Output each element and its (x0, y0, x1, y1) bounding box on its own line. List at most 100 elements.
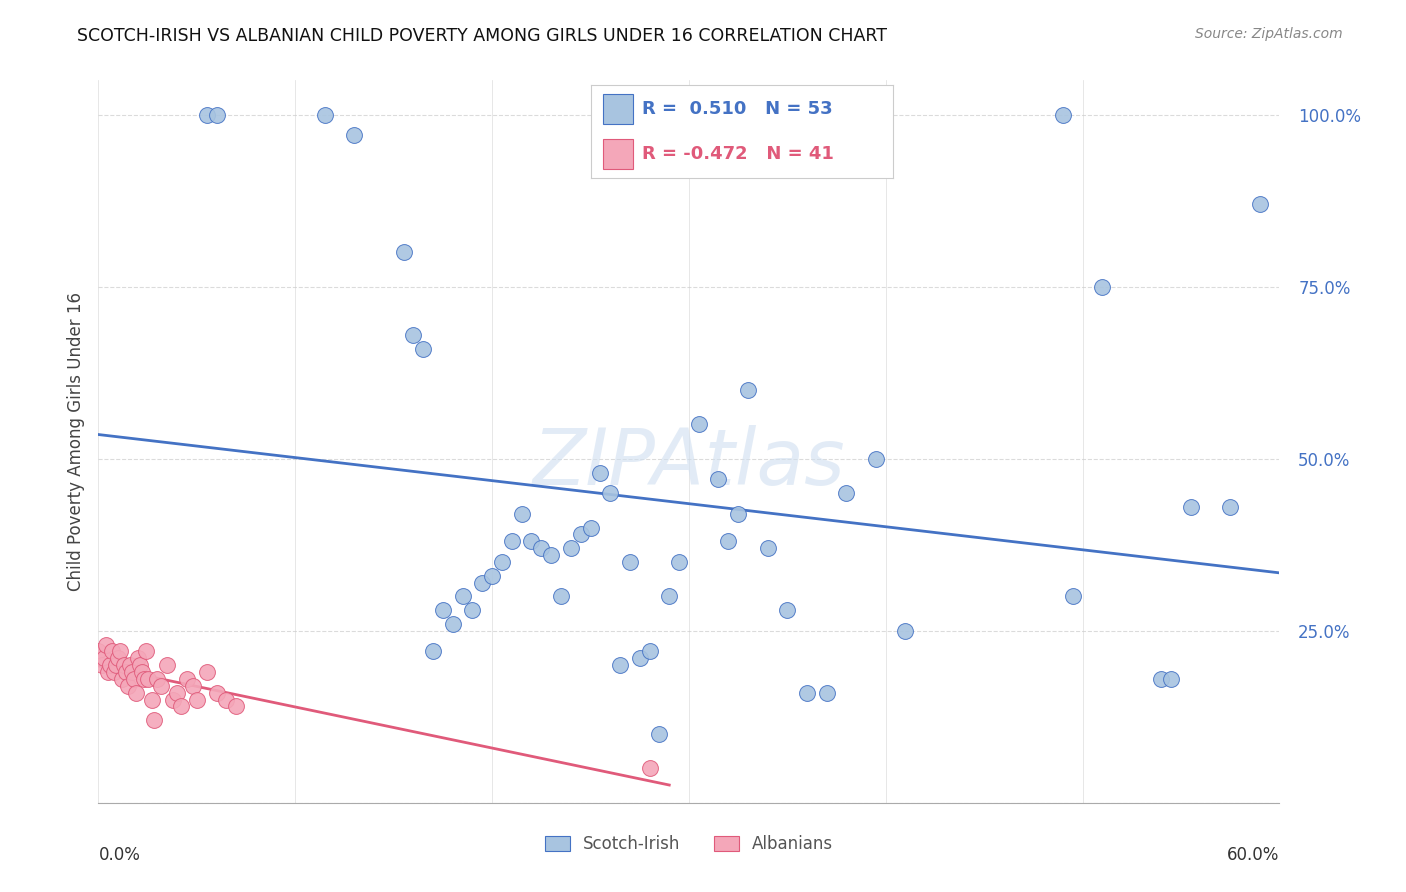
Point (150, 679, 173, 693)
Point (432, 603, 454, 617)
Point (195, 108, 218, 122)
Point (865, 451, 887, 466)
Point (98, 658, 121, 673)
Point (422, 644, 444, 658)
Point (501, 534, 523, 549)
Point (638, 644, 661, 658)
Point (112, 658, 135, 673)
Point (1150, 672, 1173, 686)
Point (392, 245, 415, 260)
Legend: Scotch-Irish, Albanians: Scotch-Irish, Albanians (538, 828, 839, 860)
Point (628, 651, 651, 665)
Point (97, 665, 120, 679)
Point (135, 644, 157, 658)
Point (93, 651, 115, 665)
Point (91, 658, 114, 673)
Point (530, 541, 553, 556)
Point (815, 686, 838, 700)
Text: 0.0%: 0.0% (98, 847, 141, 864)
Point (461, 603, 484, 617)
Bar (603, 139, 633, 169)
Point (215, 692, 238, 706)
Point (136, 672, 159, 686)
Point (589, 466, 612, 480)
Text: 60.0%: 60.0% (1227, 847, 1279, 864)
Point (1091, 279, 1114, 293)
Text: SCOTCH-IRISH VS ALBANIAN CHILD POVERTY AMONG GIRLS UNDER 16 CORRELATION CHART: SCOTCH-IRISH VS ALBANIAN CHILD POVERTY A… (77, 27, 887, 45)
Point (412, 342, 434, 356)
Point (520, 534, 543, 549)
Point (609, 658, 631, 673)
Point (181, 679, 204, 693)
Text: ZIPAtlas: ZIPAtlas (533, 425, 845, 501)
Y-axis label: Child Poverty Among Girls Under 16: Child Poverty Among Girls Under 16 (66, 292, 84, 591)
Point (619, 555, 641, 569)
Point (1160, 672, 1182, 686)
Point (451, 590, 474, 604)
Point (122, 672, 145, 686)
Point (186, 692, 208, 706)
Point (103, 665, 125, 679)
Point (638, 761, 661, 775)
Point (115, 665, 138, 679)
Point (1219, 500, 1241, 514)
Point (87, 644, 110, 658)
Point (894, 624, 917, 638)
Point (131, 665, 153, 679)
Point (756, 541, 779, 556)
Point (1062, 590, 1084, 604)
Point (402, 327, 425, 342)
Point (569, 527, 592, 541)
Point (717, 534, 740, 549)
Point (118, 658, 141, 673)
Point (205, 686, 228, 700)
Point (111, 672, 134, 686)
Point (146, 672, 169, 686)
Point (105, 658, 128, 673)
Point (107, 651, 129, 665)
Point (127, 651, 149, 665)
Point (142, 713, 165, 727)
Point (510, 507, 533, 521)
Point (343, 128, 366, 143)
Point (176, 672, 198, 686)
Point (668, 555, 690, 569)
Point (225, 699, 247, 714)
Point (141, 692, 163, 706)
Point (599, 486, 621, 500)
Point (1052, 108, 1074, 122)
Point (101, 644, 124, 658)
Point (166, 686, 188, 700)
Point (776, 603, 799, 617)
Point (579, 520, 602, 534)
Point (156, 658, 179, 673)
Point (648, 727, 671, 741)
Point (540, 548, 562, 562)
Point (314, 108, 336, 122)
Point (1180, 500, 1202, 514)
Point (560, 541, 582, 556)
Point (658, 590, 681, 604)
Point (688, 417, 710, 432)
Point (205, 108, 228, 122)
Point (441, 616, 464, 631)
Point (835, 486, 858, 500)
Point (132, 672, 155, 686)
Text: R = -0.472   N = 41: R = -0.472 N = 41 (643, 145, 834, 163)
Point (162, 692, 184, 706)
Point (121, 665, 143, 679)
Point (737, 383, 759, 397)
Point (707, 472, 730, 486)
Point (96, 638, 118, 652)
Point (108, 644, 131, 658)
Point (481, 568, 503, 582)
Point (117, 679, 139, 693)
Point (170, 699, 193, 714)
Point (550, 590, 572, 604)
Point (491, 555, 513, 569)
Point (796, 686, 818, 700)
Point (125, 686, 148, 700)
Text: R =  0.510   N = 53: R = 0.510 N = 53 (643, 100, 832, 118)
Point (195, 665, 218, 679)
Point (471, 575, 494, 590)
